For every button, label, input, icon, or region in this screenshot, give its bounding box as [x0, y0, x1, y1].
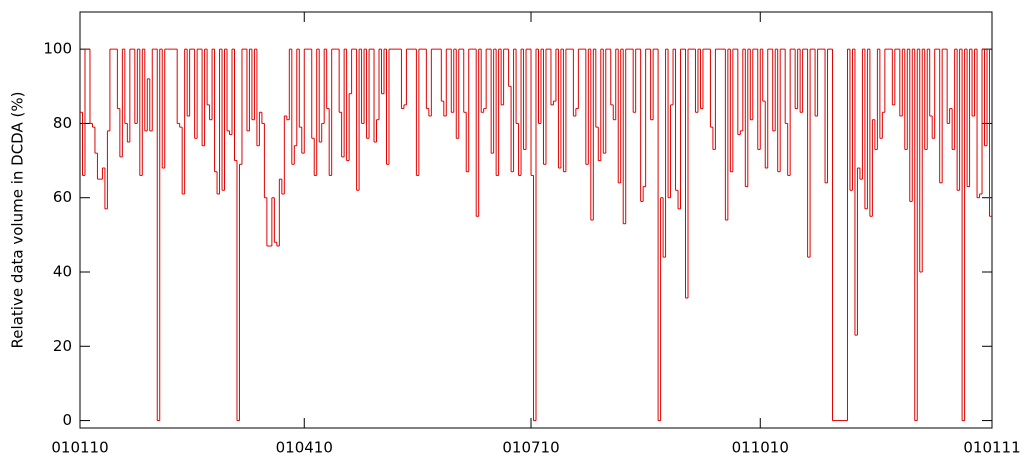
- plot-frame: [79, 11, 993, 429]
- y-tick-label: 60: [53, 188, 72, 206]
- x-tick-label: 010710: [502, 439, 559, 457]
- x-tick-label: 010410: [276, 439, 333, 457]
- y-tick-label: 100: [43, 40, 72, 58]
- y-tick-label: 80: [53, 114, 72, 132]
- x-tick-label: 010110: [51, 439, 108, 457]
- x-tick-label: 011010: [732, 439, 789, 457]
- y-tick-label: 40: [53, 263, 72, 281]
- y-axis-label: Relative data volume in DCDA (%): [9, 92, 27, 349]
- y-tick-label: 20: [53, 337, 72, 355]
- y-tick-label: 0: [62, 411, 72, 429]
- x-tick-label: 010111: [963, 439, 1020, 457]
